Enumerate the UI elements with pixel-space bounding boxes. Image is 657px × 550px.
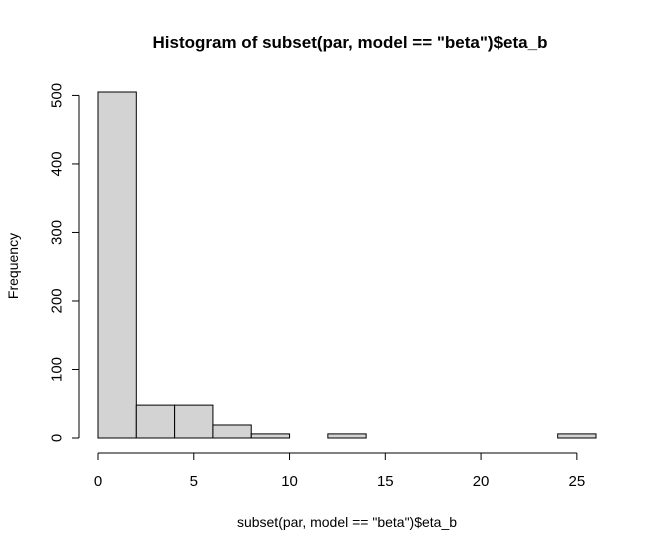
x-tick-label: 20 <box>473 473 490 490</box>
histogram-bar <box>212 424 252 439</box>
chart-title: Histogram of subset(par, model == "beta"… <box>153 33 548 52</box>
y-tick-label: 0 <box>49 434 66 442</box>
x-tick-label: 5 <box>190 473 198 490</box>
histogram-bar <box>135 404 176 439</box>
y-axis: 0 100 200 300 400 500 <box>49 83 80 442</box>
y-tick-label: 200 <box>49 288 66 313</box>
x-tick-label: 0 <box>94 473 102 490</box>
histogram-bar <box>174 404 214 439</box>
y-axis-label: Frequency <box>5 233 21 299</box>
x-axis: 0 5 10 15 20 25 <box>94 452 586 490</box>
histogram-bar <box>97 91 137 439</box>
y-tick-label: 400 <box>49 151 66 176</box>
x-tick-label: 10 <box>281 473 298 490</box>
y-tick-label: 500 <box>49 83 66 108</box>
y-tick-label: 300 <box>49 220 66 245</box>
histogram-bar <box>250 433 291 439</box>
histogram-bar <box>327 433 367 439</box>
y-tick-label: 100 <box>49 357 66 382</box>
x-tick-label: 25 <box>569 473 586 490</box>
histogram-bar <box>557 433 597 439</box>
bars-group <box>97 91 597 439</box>
x-axis-label: subset(par, model == "beta")$eta_b <box>237 514 457 530</box>
x-tick-label: 15 <box>377 473 394 490</box>
